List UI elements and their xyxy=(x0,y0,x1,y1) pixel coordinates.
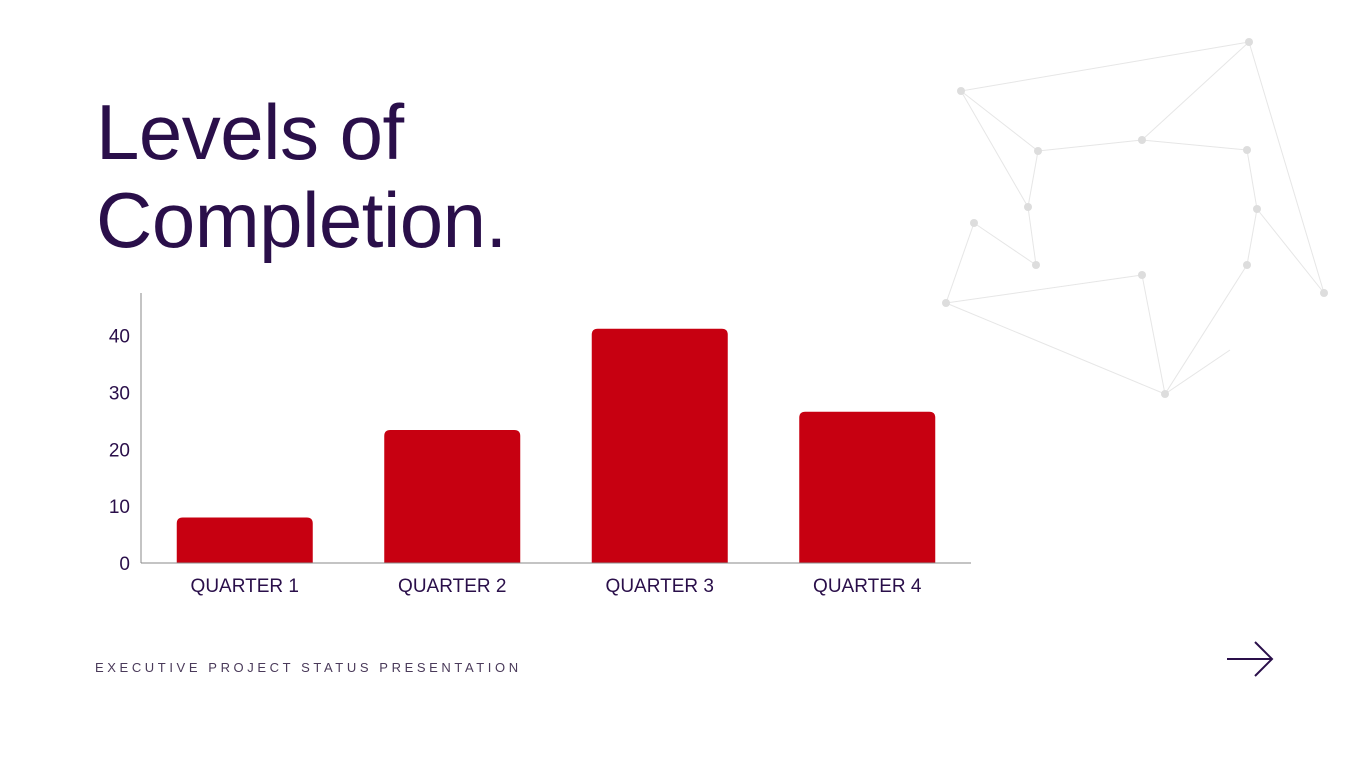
network-node xyxy=(1034,147,1042,155)
network-node xyxy=(942,299,950,307)
network-node xyxy=(1245,38,1253,46)
network-node xyxy=(1032,261,1040,269)
x-tick-label: QUARTER 3 xyxy=(606,576,714,597)
network-edge xyxy=(973,222,1037,266)
y-tick-label: 30 xyxy=(109,383,130,404)
title-line-1: Levels of xyxy=(96,88,404,176)
network-edge xyxy=(960,41,1250,92)
network-edge xyxy=(945,302,1166,395)
bar-2 xyxy=(384,429,521,563)
bar-4 xyxy=(799,411,936,563)
next-slide-button[interactable] xyxy=(1226,640,1276,683)
bar-3 xyxy=(591,328,728,563)
network-edge xyxy=(1164,264,1248,395)
network-edge xyxy=(1164,349,1231,395)
y-tick-label: 40 xyxy=(109,327,130,348)
network-edge xyxy=(1037,139,1143,152)
network-edge xyxy=(1256,208,1325,294)
network-edge xyxy=(945,222,975,304)
x-tick-label: QUARTER 1 xyxy=(191,576,299,597)
network-node xyxy=(1138,271,1146,279)
y-tick-label: 0 xyxy=(119,554,130,575)
network-edge xyxy=(960,90,1039,152)
network-edge xyxy=(1246,149,1258,210)
network-node xyxy=(1138,136,1146,144)
x-tick-label: QUARTER 4 xyxy=(813,576,922,597)
y-tick-label: 20 xyxy=(109,440,130,461)
network-node xyxy=(1024,203,1032,211)
footer-text: EXECUTIVE PROJECT STATUS PRESENTATION xyxy=(95,660,522,675)
network-edge xyxy=(945,274,1143,304)
network-node xyxy=(957,87,965,95)
network-edge xyxy=(1141,41,1250,141)
network-edge xyxy=(1248,41,1325,294)
network-edge xyxy=(1141,274,1166,395)
network-edge xyxy=(1246,208,1258,266)
x-tick-label: QUARTER 2 xyxy=(398,576,506,597)
y-tick-label: 10 xyxy=(109,497,130,518)
network-edge xyxy=(1027,206,1037,266)
network-edge xyxy=(1027,150,1039,208)
arrow-right-icon xyxy=(1227,641,1274,677)
network-node xyxy=(1253,205,1261,213)
bar-1 xyxy=(176,517,313,563)
network-node xyxy=(1243,261,1251,269)
page-title: Levels of Completion. xyxy=(96,88,507,264)
network-edge xyxy=(960,90,1029,208)
network-node xyxy=(1320,289,1328,297)
network-edge xyxy=(1141,139,1248,151)
network-node xyxy=(1243,146,1251,154)
network-node xyxy=(970,219,978,227)
title-line-2: Completion. xyxy=(96,176,507,264)
network-node xyxy=(1161,390,1169,398)
